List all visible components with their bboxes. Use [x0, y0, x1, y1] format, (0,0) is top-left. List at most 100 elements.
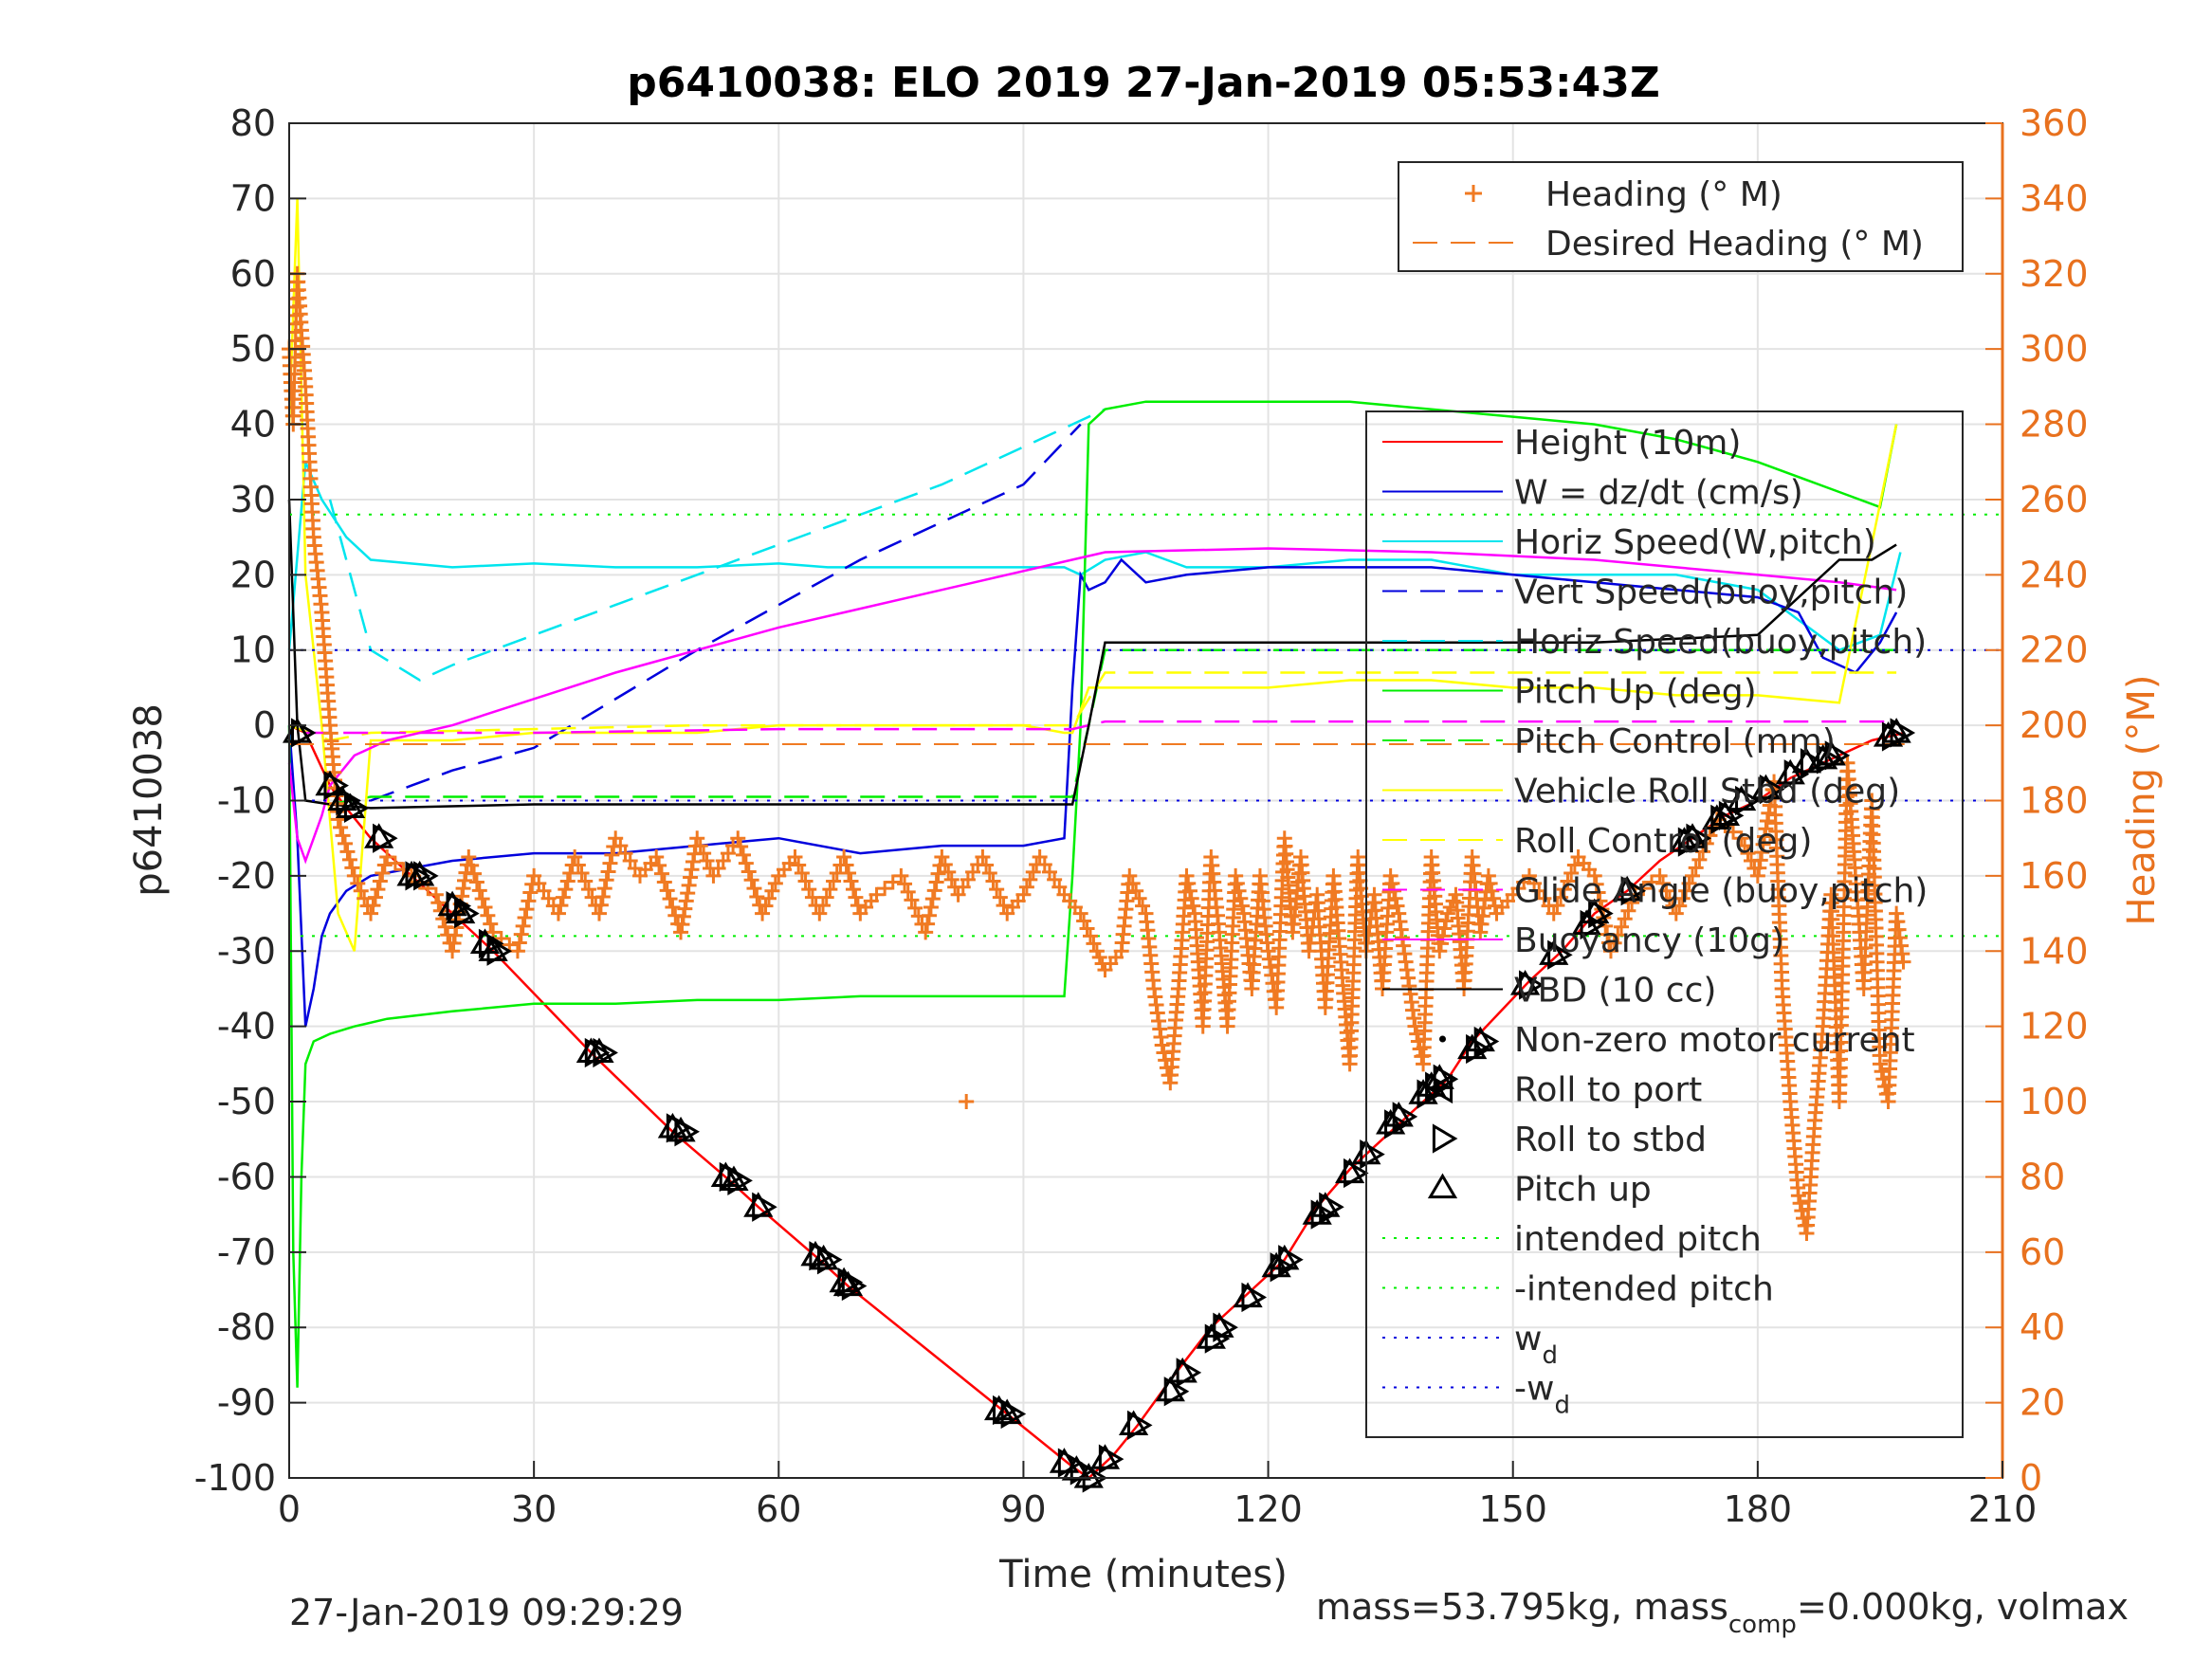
roll-stbd-marker [454, 898, 480, 929]
heading-marker [517, 909, 533, 925]
heading-marker [1384, 875, 1400, 891]
heading-marker [430, 895, 447, 911]
heading-marker [1382, 867, 1398, 884]
series-line [370, 423, 1082, 802]
heading-marker [1681, 875, 1697, 891]
heading-marker [574, 866, 590, 882]
heading-marker [511, 935, 527, 951]
tick-label-left: 30 [230, 479, 276, 520]
heading-marker [814, 898, 831, 914]
tick-label-left: 20 [230, 554, 276, 595]
roll-stbd-marker [1519, 970, 1545, 1000]
legend-main-swatch [1439, 1035, 1446, 1043]
heading-marker [1586, 867, 1602, 884]
heading-marker [930, 866, 946, 882]
heading-marker [1652, 867, 1668, 884]
heading-marker [826, 873, 842, 889]
legend-main-label: Roll to port [1514, 1071, 1702, 1110]
heading-marker [1086, 936, 1102, 952]
heading-marker [387, 855, 403, 871]
heading-marker [1691, 851, 1708, 867]
tick-label-left: 40 [230, 404, 276, 446]
chart-title: p6410038: ELO 2019 27-Jan-2019 05:53:43Z [627, 59, 1659, 107]
heading-marker [1436, 921, 1453, 937]
heading-marker [372, 873, 388, 889]
tick-label-left: 70 [230, 177, 276, 219]
heading-marker [558, 882, 574, 898]
tick-label-right: 20 [2020, 1382, 2065, 1424]
roll-stbd-marker [323, 770, 349, 801]
roll-stbd-marker [1000, 1398, 1027, 1430]
heading-marker [760, 890, 777, 906]
heading-marker [1566, 857, 1582, 873]
heading-marker [550, 905, 566, 921]
heading-marker [978, 857, 995, 873]
heading-marker [466, 866, 483, 882]
heading-marker [985, 873, 1001, 889]
heading-marker [738, 855, 754, 871]
heading-marker [787, 849, 803, 866]
tick-label-right: 300 [2020, 328, 2089, 370]
heading-marker [699, 853, 715, 869]
heading-marker [838, 857, 854, 873]
heading-marker [1135, 898, 1151, 914]
heading-marker [598, 872, 614, 888]
heading-marker [1610, 927, 1626, 943]
heading-marker [1179, 867, 1195, 884]
series-line [287, 557, 1898, 1027]
legend-main-label: Glide Angle (buoy,pitch) [1514, 872, 1928, 911]
heading-marker [519, 902, 535, 918]
heading-marker [1480, 867, 1496, 884]
tick-label-x: 90 [1000, 1488, 1046, 1530]
heading-marker [822, 882, 838, 898]
tick-label-x: 180 [1724, 1488, 1793, 1530]
heading-marker [651, 857, 667, 873]
roll-stbd-marker [446, 891, 472, 921]
roll-stbd-marker [1735, 785, 1761, 816]
roll-stbd-marker [1319, 1192, 1344, 1222]
heading-marker [843, 873, 859, 889]
heading-marker [509, 943, 525, 959]
legend-main-box [1365, 410, 1964, 1438]
tick-label-right: 140 [2020, 930, 2089, 972]
tick-label-x: 30 [511, 1488, 557, 1530]
tick-label-left: 0 [253, 704, 276, 746]
heading-marker [1549, 898, 1565, 914]
marker-layer [282, 718, 1916, 1493]
roll-stbd-marker [1163, 1376, 1190, 1407]
heading-marker [1661, 890, 1677, 906]
heading-marker [376, 857, 393, 873]
heading-marker [764, 883, 780, 899]
roll-stbd-marker [1588, 898, 1614, 929]
legend-main-swatch [1427, 1173, 1458, 1199]
heading-marker [515, 918, 531, 934]
tick-label-right: 40 [2020, 1306, 2065, 1348]
heading-marker [1231, 883, 1247, 899]
heading-marker [1678, 883, 1694, 899]
heading-marker [885, 874, 901, 890]
roll-stbd-marker [593, 1037, 618, 1068]
heading-marker [1015, 886, 1032, 902]
tick-label-x: 60 [756, 1488, 801, 1530]
heading-marker [1124, 875, 1141, 891]
tick-label-right: 360 [2020, 102, 2089, 144]
heading-marker [1082, 928, 1098, 944]
roll-stbd-marker [1176, 1358, 1202, 1388]
legend-heading: Heading (° M) Desired Heading (° M) [1398, 161, 1964, 272]
roll-stbd-marker [1580, 909, 1606, 940]
heading-marker [733, 839, 749, 855]
roll-stbd-marker [1759, 774, 1785, 805]
heading-marker [1122, 867, 1138, 884]
heading-marker [730, 830, 746, 847]
heading-marker [1792, 1195, 1808, 1212]
heading-marker [689, 830, 705, 847]
tick-label-x: 120 [1234, 1488, 1303, 1530]
heading-marker [375, 866, 391, 882]
legend-heading-label: Desired Heading (° M) [1545, 225, 1924, 264]
heading-marker [1620, 902, 1636, 919]
heading-marker [692, 838, 708, 854]
legend-main: Height (10m) W = dz/dt (cm/s) Horiz Speed(… [1365, 410, 1964, 1438]
tick-label-right: 160 [2020, 855, 2089, 897]
roll-stbd-marker [674, 1117, 700, 1147]
heading-marker [1740, 846, 1756, 862]
